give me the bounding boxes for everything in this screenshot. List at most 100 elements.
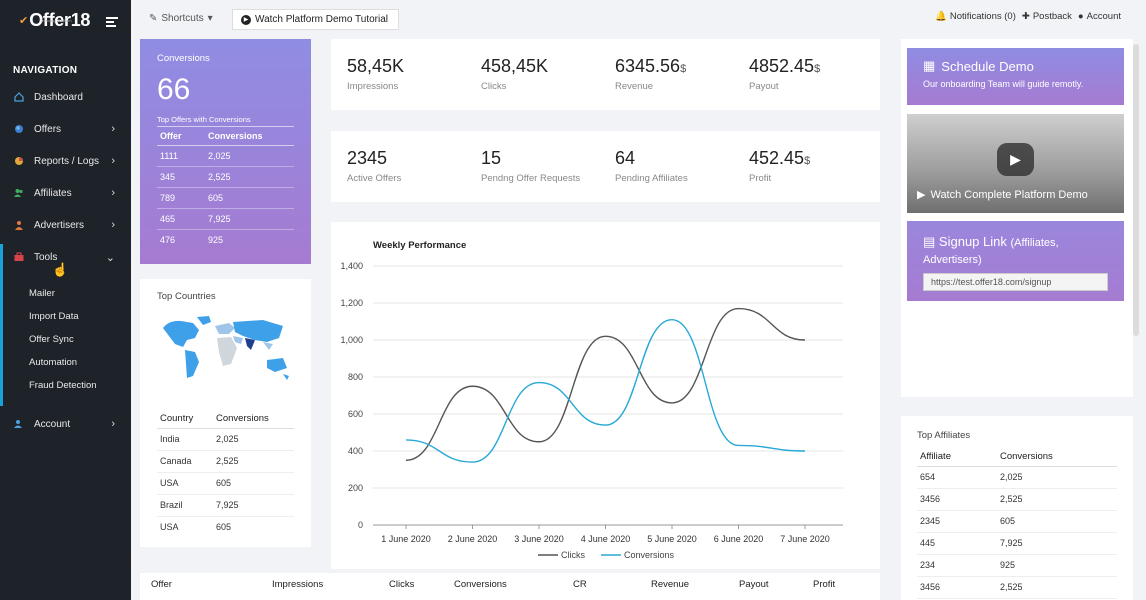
table-cell: 7,925 — [213, 494, 294, 517]
sidebar-subitem-import-data[interactable]: Import Data — [29, 311, 79, 322]
sidebar-item-account[interactable]: Account › — [0, 413, 131, 435]
table-row: 3456 2,525 — [917, 488, 1117, 511]
stat-unit: $ — [814, 63, 821, 75]
x-tick-label: 4 June 2020 — [581, 534, 631, 544]
y-tick-label: 0 — [358, 520, 363, 530]
user-tie-icon — [15, 221, 23, 230]
postback-label: Postback — [1032, 11, 1072, 22]
table-row: 445 7,925 — [917, 532, 1117, 555]
postback-link[interactable]: ✚ Postback — [1022, 11, 1072, 22]
stat-active-offers: 2345 Active Offers — [347, 148, 401, 184]
sidebar-item-dashboard[interactable]: Dashboard — [0, 86, 131, 108]
video-title: Watch Complete Platform Demo — [930, 188, 1088, 201]
sidebar-subitem-mailer[interactable]: Mailer — [29, 288, 55, 299]
stat-value: 458,45K — [481, 56, 549, 76]
stat-impressions: 58,45K Impressions — [347, 56, 404, 92]
x-tick-label: 5 June 2020 — [647, 534, 697, 544]
table-cell: USA — [157, 472, 213, 495]
sidebar-item-label: Account — [34, 418, 71, 430]
table-row: USA 605 — [157, 472, 294, 495]
column-header: Impressions — [272, 579, 324, 590]
weekly-performance-chart[interactable]: Weekly Performance 0 200 400 600 800 1,000 1,20… — [331, 222, 880, 569]
chevron-right-icon: › — [111, 418, 115, 430]
sidebar: ✔ Offer18 Trending Platform NAVIGATION D… — [0, 0, 131, 600]
table-cell: 3456 — [917, 576, 997, 599]
stat-label: Clicks — [481, 81, 507, 92]
topbar: ✎ Shortcuts ▾ ▶ Watch Platform Demo Tuto… — [131, 0, 1146, 38]
weekly-performance-card: Weekly Performance 0 200 400 600 800 1,000 1,20… — [331, 222, 880, 569]
y-tick-label: 1,200 — [340, 298, 363, 308]
y-tick-label: 1,400 — [340, 261, 363, 271]
menu-toggle-icon[interactable] — [106, 17, 118, 29]
table-cell: 2,025 — [205, 145, 294, 167]
stat-unit: $ — [804, 155, 811, 167]
bell-icon: 🔔 — [935, 11, 947, 22]
sidebar-item-advertisers[interactable]: Advertisers › — [0, 214, 131, 236]
shortcuts-dropdown[interactable]: ✎ Shortcuts ▾ — [149, 13, 213, 24]
stat-value: 64 — [615, 148, 636, 168]
watch-demo-button[interactable]: ▶ Watch Platform Demo Tutorial — [232, 9, 399, 30]
sidebar-item-label: Affiliates — [34, 187, 72, 199]
table-cell: 2,025 — [213, 428, 294, 451]
signup-url-field[interactable]: https://test.offer18.com/signup — [923, 273, 1108, 291]
sidebar-subitem-automation[interactable]: Automation — [29, 357, 78, 368]
table-row: 234 925 — [917, 554, 1117, 577]
scrollbar[interactable] — [1133, 44, 1139, 336]
submenu-indicator — [0, 244, 3, 406]
nav-title: NAVIGATION — [13, 65, 78, 76]
table-cell: 605 — [997, 510, 1117, 533]
globe-icon — [15, 125, 23, 133]
chevron-right-icon: › — [111, 219, 115, 231]
sidebar-item-label: Dashboard — [34, 91, 83, 103]
table-cell: 2,525 — [205, 166, 294, 188]
world-map[interactable] — [159, 314, 293, 386]
table-cell: 654 — [917, 466, 997, 489]
series-line-conversions — [405, 318, 806, 463]
column-header: CR — [573, 579, 587, 590]
y-tick-label: 600 — [348, 409, 363, 419]
logo[interactable]: ✔ Offer18 — [19, 10, 90, 30]
top-affiliates-card: Top Affiliates Affiliate Conversions 654… — [901, 416, 1133, 600]
table-cell: 445 — [917, 532, 997, 555]
play-icon[interactable]: ▶ — [997, 143, 1034, 176]
stat-value: 58,45K — [347, 56, 405, 76]
sidebar-subitem-offer-sync[interactable]: Offer Sync — [29, 334, 74, 345]
table-cell: 2,025 — [997, 466, 1117, 489]
top-affiliates-title: Top Affiliates — [917, 430, 971, 441]
chevron-right-icon: › — [111, 123, 115, 135]
column-header: Offer — [151, 579, 172, 590]
x-tick-label: 1 June 2020 — [381, 534, 431, 544]
play-icon: ▶ — [241, 14, 251, 25]
x-tick-label: 6 June 2020 — [714, 534, 764, 544]
sidebar-subitem-fraud-detection[interactable]: Fraud Detection — [29, 380, 97, 391]
sidebar-item-offers[interactable]: Offers › — [0, 118, 131, 140]
stat-pending-offer-requests: 15 Pendng Offer Requests — [481, 148, 580, 184]
table-cell: 789 — [157, 187, 205, 209]
table-cell: 2,525 — [997, 576, 1117, 599]
puzzle-icon: ✚ — [1021, 11, 1030, 22]
sidebar-item-label: Reports / Logs — [34, 155, 100, 167]
chart-title: Weekly Performance — [373, 240, 466, 251]
account-link[interactable]: ● Account — [1078, 11, 1121, 22]
users-icon — [14, 189, 23, 197]
x-tick-label: 2 June 2020 — [448, 534, 498, 544]
sidebar-item-reports[interactable]: Reports / Logs › — [0, 150, 131, 172]
stat-value: 2345 — [347, 148, 388, 168]
table-row: Canada 2,525 — [157, 450, 294, 473]
stat-profit: 452.45$ Profit — [749, 148, 810, 184]
chevron-right-icon: › — [111, 155, 115, 167]
x-tick-label: 7 June 2020 — [780, 534, 830, 544]
brand-tagline: Trending Platform — [40, 18, 72, 23]
top-right-links: 🔔 Notifications (0) ✚ Postback ● Account — [935, 11, 1121, 22]
table-cell: 2345 — [917, 510, 997, 533]
notifications-link[interactable]: 🔔 Notifications (0) — [935, 11, 1016, 22]
series-line-clicks — [405, 307, 806, 461]
sidebar-item-affiliates[interactable]: Affiliates › — [0, 182, 131, 204]
demo-video-thumbnail[interactable]: ▶ ▶ Watch Complete Platform Demo — [907, 114, 1124, 213]
table-cell: 605 — [205, 187, 294, 209]
column-header: Conversions — [454, 579, 507, 590]
schedule-demo-card[interactable]: ▦ Schedule Demo Our onboarding Team will … — [907, 48, 1124, 105]
legend-label: Conversions — [624, 550, 675, 560]
column-header: Payout — [739, 579, 769, 590]
table-row: India 2,025 — [157, 428, 294, 451]
